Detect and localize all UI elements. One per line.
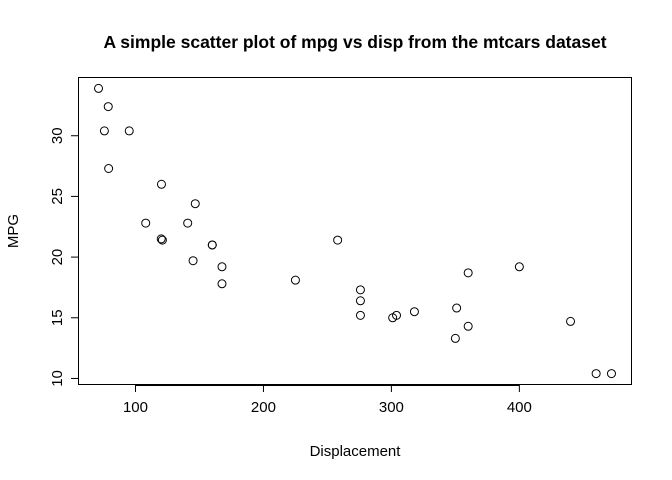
data-point xyxy=(124,126,134,136)
data-point xyxy=(450,333,460,343)
data-point xyxy=(99,126,109,136)
data-point xyxy=(217,262,227,272)
data-point xyxy=(217,279,227,289)
data-point xyxy=(94,83,104,93)
x-tick-label: 300 xyxy=(379,399,404,416)
plot-frame xyxy=(78,77,632,385)
data-point xyxy=(355,310,365,320)
data-point xyxy=(188,256,198,266)
y-tick-label: 20 xyxy=(49,249,66,266)
data-point xyxy=(156,234,166,244)
y-tick-label: 30 xyxy=(49,127,66,144)
x-axis-label: Displacement xyxy=(310,443,402,460)
data-point xyxy=(591,369,601,379)
data-point xyxy=(183,218,193,228)
data-point xyxy=(190,199,200,209)
y-axis-label: MPG xyxy=(5,214,22,248)
data-point xyxy=(452,303,462,313)
y-tick-label: 10 xyxy=(49,370,66,387)
y-tick-label: 15 xyxy=(49,309,66,326)
y-axis: 10 15 20 25 30 xyxy=(49,127,79,387)
data-point xyxy=(463,321,473,331)
chart-title: A simple scatter plot of mpg vs disp fro… xyxy=(103,32,606,52)
data-point xyxy=(207,240,217,250)
data-point xyxy=(333,235,343,245)
data-point xyxy=(290,275,300,285)
x-axis: 100 200 300 400 xyxy=(123,385,532,416)
data-point xyxy=(104,164,114,174)
data-point xyxy=(388,313,398,323)
data-point xyxy=(103,102,113,112)
data-point xyxy=(606,369,616,379)
data-point xyxy=(141,218,151,228)
y-tick-label: 25 xyxy=(49,188,66,205)
x-tick-label: 200 xyxy=(251,399,276,416)
data-point xyxy=(157,235,167,245)
x-tick-label: 400 xyxy=(507,399,532,416)
data-point xyxy=(355,296,365,306)
data-point xyxy=(156,179,166,189)
data-point xyxy=(355,285,365,295)
data-points xyxy=(94,83,616,379)
x-tick-label: 100 xyxy=(123,399,148,416)
data-point xyxy=(463,268,473,278)
data-point xyxy=(514,262,524,272)
data-point xyxy=(409,307,419,317)
data-point xyxy=(566,316,576,326)
